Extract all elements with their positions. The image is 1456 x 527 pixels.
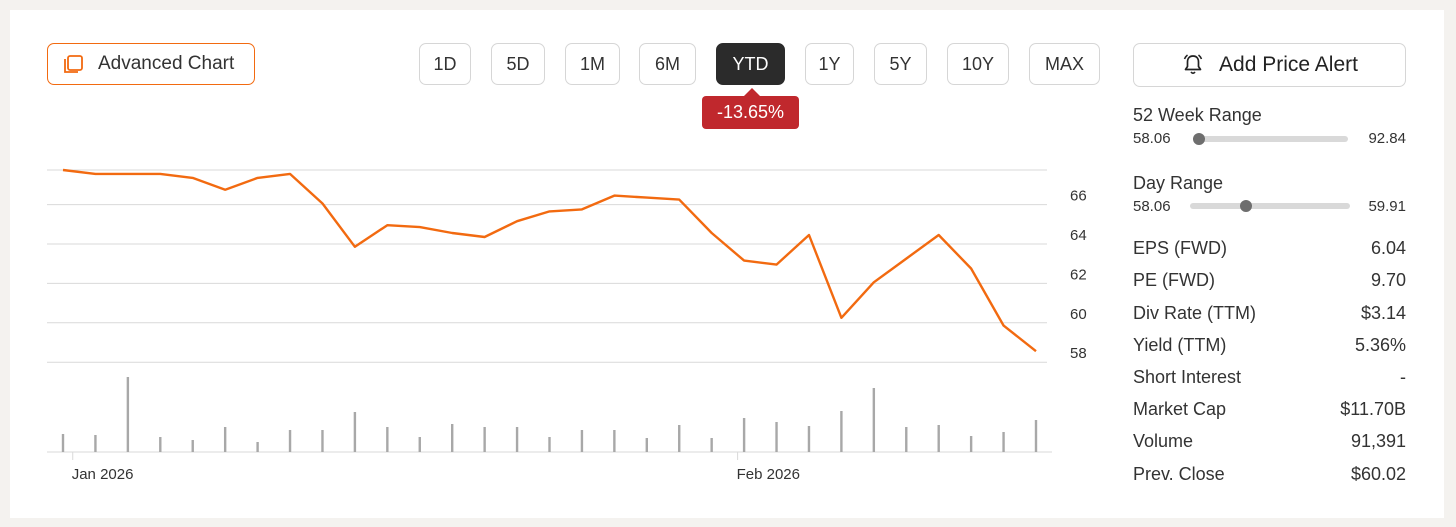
stat-value: $60.02	[1350, 464, 1406, 484]
stat-label: Short Interest	[1133, 367, 1242, 387]
volume-bar	[321, 430, 324, 452]
day-range-marker	[1240, 200, 1252, 212]
volume-bar	[807, 426, 811, 452]
volume-bar	[775, 422, 778, 452]
volume-bar	[353, 412, 357, 452]
volume-bar	[1002, 432, 1005, 452]
stat-value: 5.36%	[1354, 335, 1406, 355]
advanced-chart-icon	[64, 55, 83, 73]
stat-value: $3.14	[1360, 303, 1406, 323]
day-range-title: Day Range	[1133, 173, 1224, 193]
volume-bar	[937, 425, 940, 452]
stat-label: Volume	[1133, 431, 1194, 451]
volume-bar	[223, 427, 227, 452]
x-tick-label: Feb 2026	[737, 466, 800, 483]
volume-bar	[94, 435, 97, 452]
volume-bar	[126, 377, 130, 452]
week52-range-marker	[1193, 133, 1205, 145]
add-price-alert-button[interactable]: Add Price Alert	[1133, 43, 1406, 87]
y-tick-label: 62	[1070, 266, 1087, 283]
stat-label: Div Rate (TTM)	[1133, 303, 1256, 323]
stat-label: Prev. Close	[1133, 464, 1225, 484]
volume-bar	[515, 427, 519, 452]
day-range-high: 59.91	[1368, 198, 1406, 215]
stat-value: $11.70B	[1340, 399, 1406, 419]
volume-bar	[613, 430, 616, 452]
volume-bar	[872, 388, 876, 452]
advanced-chart-label: Advanced Chart	[98, 53, 235, 74]
stat-value: 91,391	[1350, 431, 1406, 451]
volume-bar	[840, 411, 843, 452]
volume-bar	[483, 427, 486, 452]
volume-bar	[418, 437, 421, 452]
stat-row-eps: EPS (FWD) 6.04	[1133, 238, 1406, 264]
volume-bar	[969, 436, 973, 452]
stat-label: PE (FWD)	[1133, 270, 1215, 290]
week52-range-high: 92.84	[1368, 130, 1406, 147]
advanced-chart-button[interactable]: Advanced Chart	[47, 43, 255, 85]
range-button-6m[interactable]: 6M	[639, 43, 696, 85]
day-range-low: 58.06	[1133, 198, 1171, 215]
range-button-5d[interactable]: 5D	[491, 43, 545, 85]
volume-bar	[61, 434, 65, 452]
volume-bar	[1034, 420, 1038, 452]
volume-bar	[678, 425, 681, 452]
week52-range-title: 52 Week Range	[1133, 105, 1262, 125]
volume-bar	[548, 437, 551, 452]
range-button-5y[interactable]: 5Y	[874, 43, 927, 85]
stat-row-prev-close: Prev. Close $60.02	[1133, 464, 1406, 490]
volume-bar	[386, 427, 389, 452]
ytd-change-badge: -13.65%	[702, 88, 799, 129]
stat-value: -	[1400, 367, 1406, 387]
range-button-10y[interactable]: 10Y	[947, 43, 1009, 85]
stat-row-pe: PE (FWD) 9.70	[1133, 270, 1406, 296]
range-button-1y[interactable]: 1Y	[805, 43, 854, 85]
y-tick-label: 60	[1070, 306, 1087, 323]
volume-bar	[191, 440, 194, 452]
stat-row-short-interest: Short Interest -	[1133, 367, 1406, 393]
volume-bar	[645, 438, 648, 452]
volume-bar	[256, 442, 259, 452]
stat-row-yield: Yield (TTM) 5.36%	[1133, 335, 1406, 361]
stat-value: 9.70	[1370, 270, 1406, 290]
y-tick-label: 66	[1070, 188, 1087, 205]
stat-value: 6.04	[1370, 238, 1406, 258]
stat-label: EPS (FWD)	[1133, 238, 1227, 258]
stat-label: Yield (TTM)	[1133, 335, 1227, 355]
stat-row-volume: Volume 91,391	[1133, 431, 1406, 457]
day-range-track	[1190, 203, 1350, 209]
x-tick-label: Jan 2026	[72, 466, 134, 483]
y-tick-label: 58	[1070, 345, 1087, 362]
week52-range-track	[1193, 136, 1348, 142]
price-line	[62, 168, 1037, 353]
volume-bar	[742, 418, 746, 452]
week52-range-low: 58.06	[1133, 130, 1171, 147]
range-button-ytd[interactable]: YTD	[716, 43, 785, 85]
volume-bar	[451, 424, 454, 452]
y-tick-label: 64	[1070, 227, 1087, 244]
stat-row-market-cap: Market Cap $11.70B	[1133, 399, 1406, 425]
volume-bar	[288, 430, 292, 452]
range-button-1m[interactable]: 1M	[565, 43, 620, 85]
range-button-1d[interactable]: 1D	[419, 43, 471, 85]
stock-chart-panel	[10, 10, 1444, 518]
volume-bar	[159, 437, 162, 452]
stat-label: Market Cap	[1133, 399, 1227, 419]
volume-bar	[905, 427, 908, 452]
add-price-alert-label: Add Price Alert	[1219, 53, 1358, 76]
volume-bar	[710, 438, 713, 452]
stat-row-div-rate: Div Rate (TTM) $3.14	[1133, 303, 1406, 329]
volume-bar	[580, 430, 584, 452]
bell-icon	[1183, 54, 1203, 75]
range-button-max[interactable]: MAX	[1029, 43, 1100, 85]
